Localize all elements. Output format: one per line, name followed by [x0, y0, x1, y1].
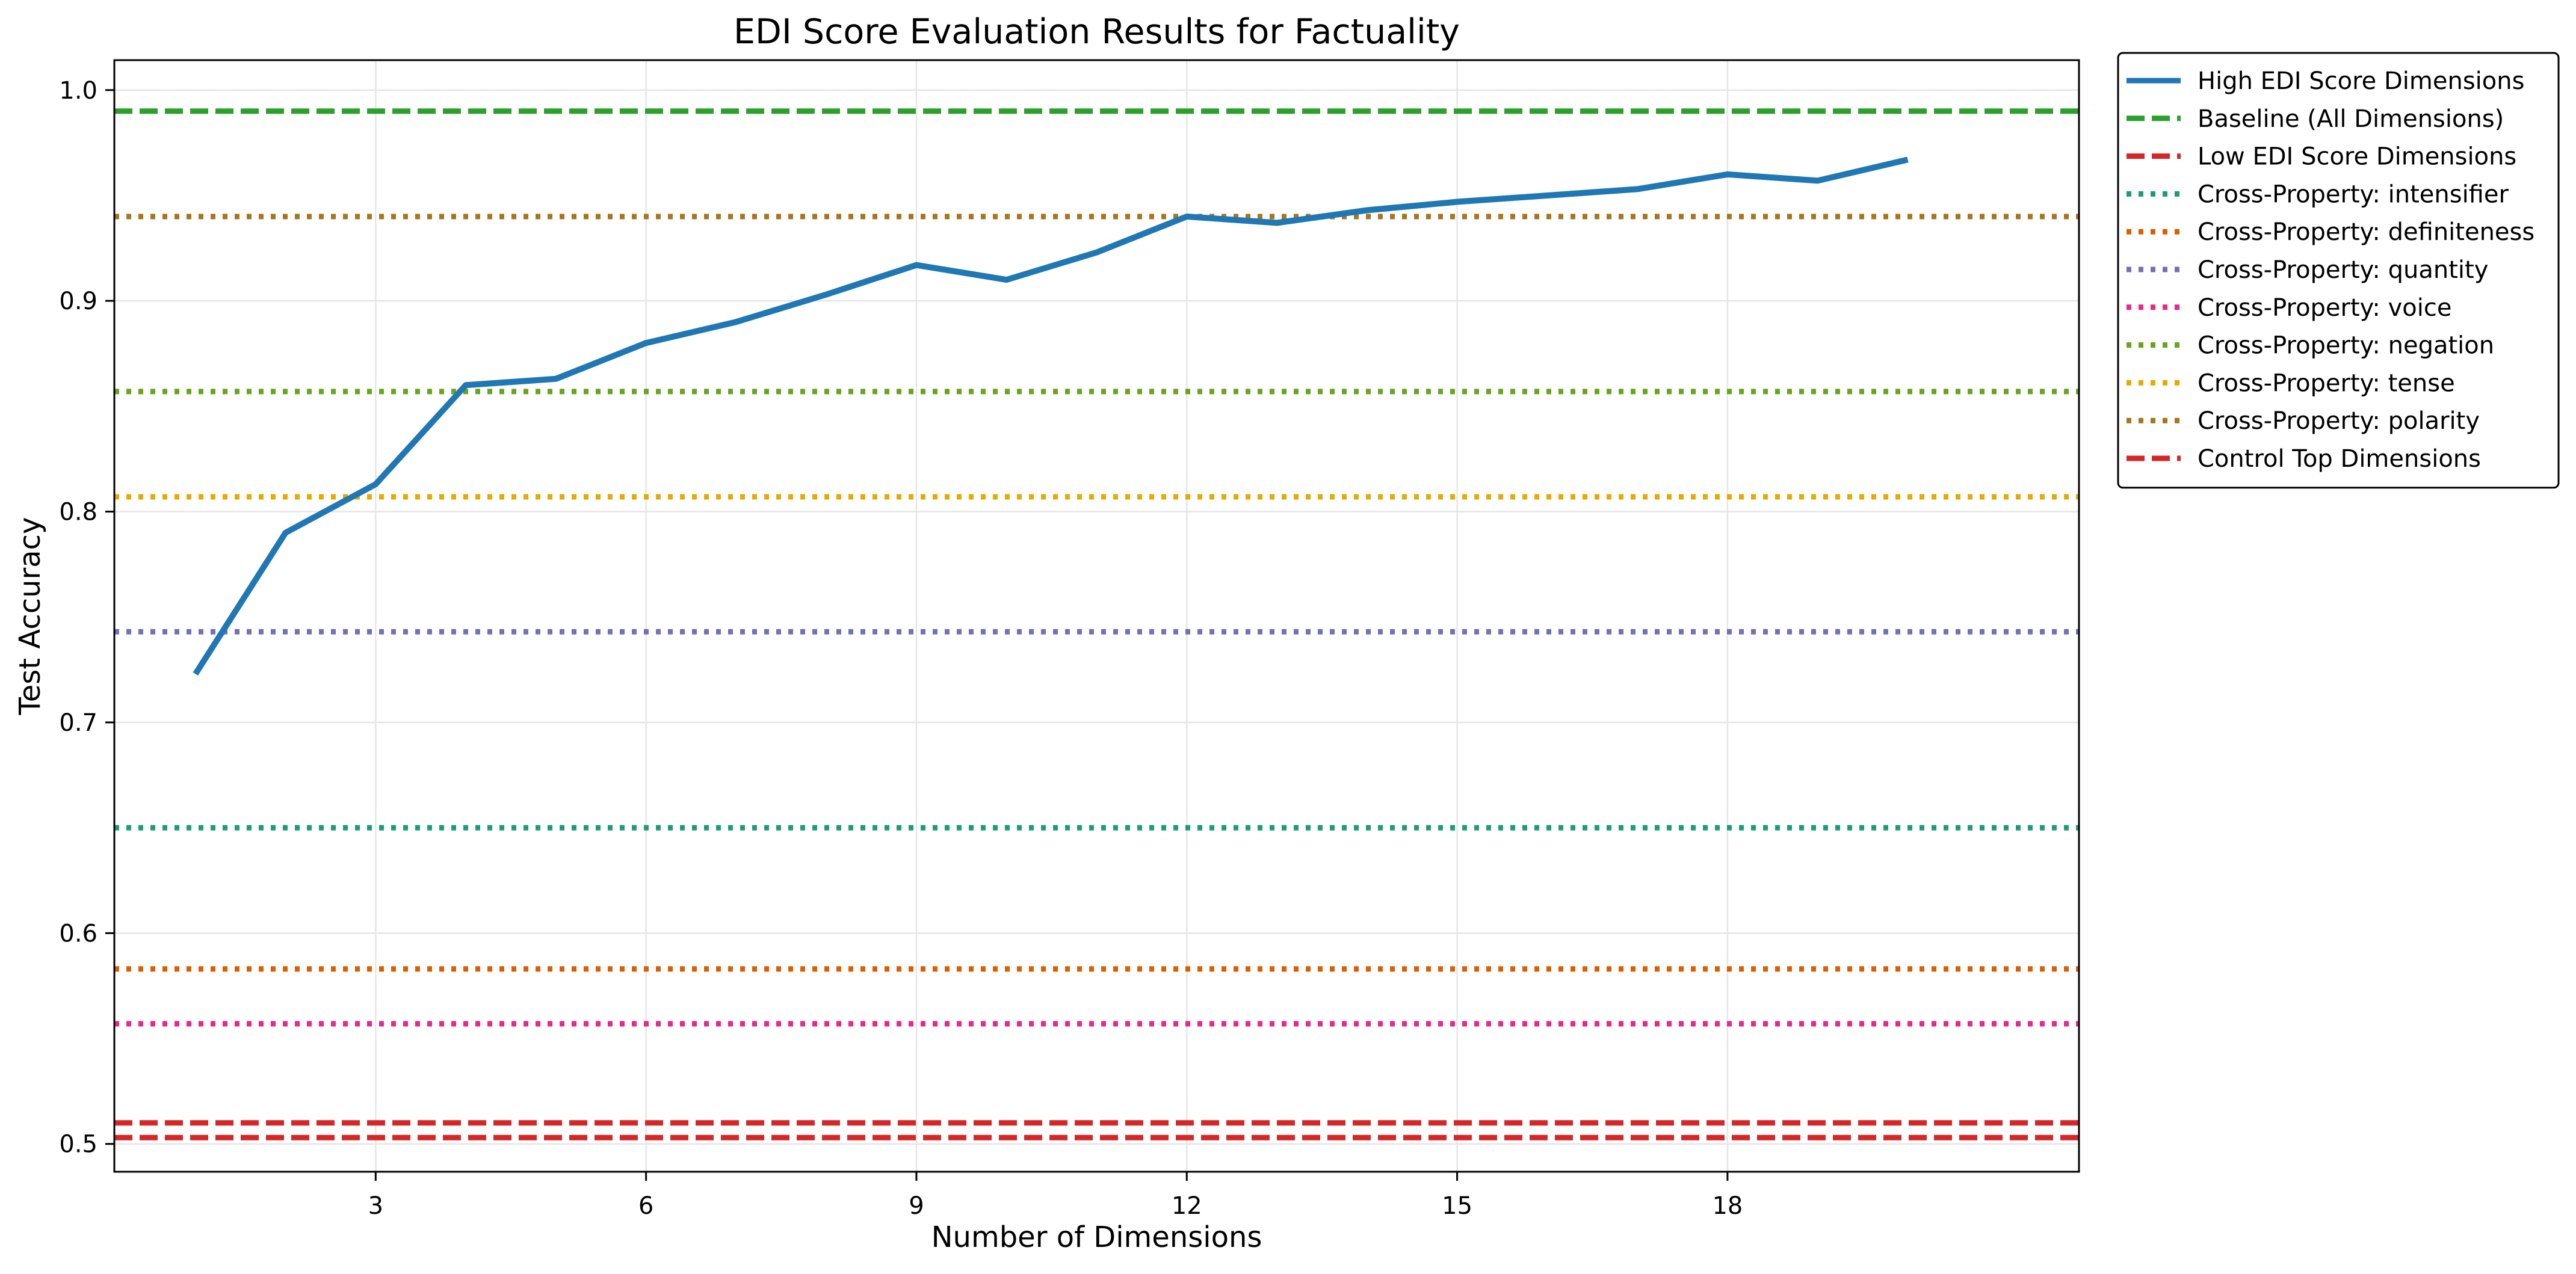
y-tick-label: 1.0: [59, 77, 97, 105]
legend-items: High EDI Score Dimensions Baseline (All D…: [2127, 67, 2534, 473]
x-axis-label: Number of Dimensions: [931, 1220, 1262, 1254]
x-tick-label: 18: [1712, 1192, 1743, 1220]
y-tick-label: 0.9: [59, 288, 97, 315]
legend-box: [2117, 52, 2560, 489]
y-tick-label: 0.7: [59, 709, 97, 737]
y-tick-label: 0.5: [59, 1131, 97, 1159]
x-tick-label: 15: [1442, 1192, 1472, 1220]
legend-label: Cross-Property: negation: [2198, 332, 2494, 360]
y-axis-ticks: 0.5 0.6 0.7 0.8 0.9 1.0: [59, 77, 114, 1159]
plot-frame: [113, 59, 2080, 1173]
series-line-0: [193, 156, 1909, 676]
legend: High EDI Score Dimensions Baseline (All D…: [2117, 52, 2560, 489]
x-tick-label: 12: [1172, 1192, 1202, 1220]
y-tick-label: 0.6: [59, 920, 97, 947]
x-axis-ticks: 3 6 9 12 15 18: [368, 1172, 1743, 1220]
legend-label: Cross-Property: quantity: [2198, 256, 2488, 284]
x-tick-label: 6: [638, 1192, 653, 1220]
legend-label: Cross-Property: intensifier: [2198, 180, 2509, 208]
legend-label: Low EDI Score Dimensions: [2198, 143, 2516, 171]
legend-label: Baseline (All Dimensions): [2198, 105, 2504, 133]
chart-title: EDI Score Evaluation Results for Factual…: [734, 12, 1460, 52]
y-tick-label: 0.8: [59, 499, 97, 526]
grid: [114, 60, 2079, 1172]
x-tick-label: 3: [368, 1192, 383, 1220]
legend-label: Control Top Dimensions: [2198, 445, 2481, 473]
legend-label: Cross-Property: voice: [2198, 294, 2451, 322]
y-axis-label: Test Accuracy: [13, 517, 47, 716]
legend-label: Cross-Property: definiteness: [2198, 218, 2534, 246]
legend-label: Cross-Property: polarity: [2198, 407, 2480, 435]
x-tick-label: 9: [909, 1192, 924, 1220]
reference-lines: [114, 108, 2079, 1140]
legend-label: Cross-Property: tense: [2198, 369, 2455, 397]
legend-label: High EDI Score Dimensions: [2198, 67, 2524, 95]
series-lines: [193, 156, 1909, 676]
